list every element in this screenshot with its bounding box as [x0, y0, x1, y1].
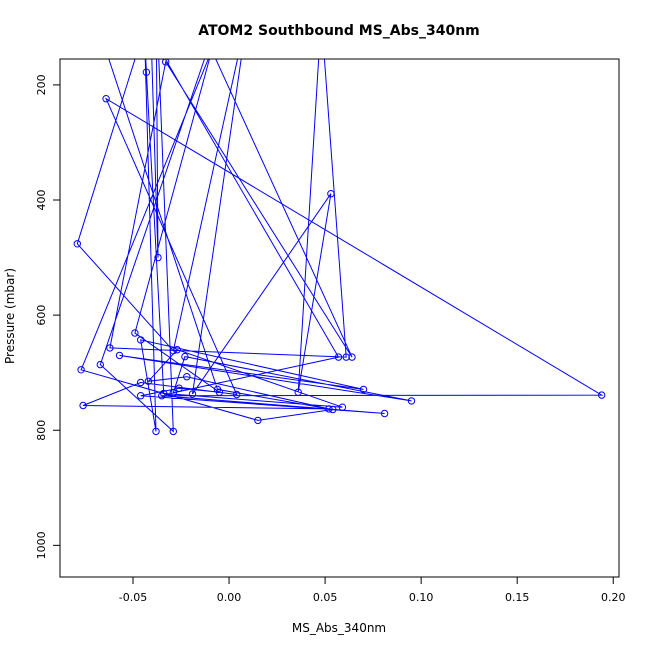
data-point [161, 59, 166, 60]
y-tick-label: 800 [35, 420, 48, 441]
y-tick-label: 600 [35, 305, 48, 326]
y-tick-label: 400 [35, 190, 48, 211]
data-point [154, 253, 162, 262]
data-point [152, 427, 160, 436]
data-point [169, 389, 178, 397]
data-layer [73, 59, 606, 436]
data-point [181, 352, 189, 361]
data-point [144, 377, 153, 385]
data-point [131, 329, 139, 337]
data-point [169, 347, 178, 355]
data-point [325, 405, 333, 413]
data-point [598, 391, 606, 399]
data-point [115, 351, 124, 360]
data-point [158, 392, 166, 400]
data-point [380, 409, 389, 418]
data-point [96, 360, 105, 369]
data-point [160, 389, 168, 398]
chart-title: ATOM2 Southbound MS_Abs_340nm [198, 23, 480, 39]
data-point [359, 385, 368, 394]
y-axis-label: Pressure (mbar) [3, 268, 17, 364]
y-axis: 200 400 600 800 1000 [35, 74, 61, 559]
x-tick-label: -0.05 [119, 591, 147, 604]
data-point [233, 390, 241, 399]
series-line [76, 59, 604, 433]
data-point [334, 353, 343, 361]
data-point [329, 405, 337, 414]
data-point [294, 388, 302, 396]
data-point [213, 385, 222, 394]
data-point [142, 68, 151, 76]
y-tick-label: 200 [35, 74, 48, 95]
data-point [188, 390, 197, 398]
data-point [338, 403, 347, 411]
data-point [183, 373, 191, 381]
data-point [169, 427, 178, 436]
x-tick-label: 0.15 [505, 591, 530, 604]
data-point [106, 344, 114, 352]
data-point [102, 95, 110, 103]
data-point [73, 240, 82, 248]
data-point [327, 190, 335, 198]
x-axis-label: MS_Abs_340nm [292, 621, 386, 635]
data-point [342, 353, 350, 361]
data-point [348, 353, 356, 361]
y-tick-label: 1000 [35, 531, 48, 559]
data-point [137, 378, 145, 387]
data-point [162, 59, 170, 66]
data-point [137, 336, 145, 344]
data-point [173, 346, 181, 354]
x-tick-label: 0.00 [217, 591, 242, 604]
x-tick-label: 0.05 [313, 591, 338, 604]
data-point [407, 397, 416, 405]
x-axis: -0.05 0.00 0.05 0.10 0.15 0.20 [119, 576, 626, 604]
data-point [175, 384, 183, 392]
x-tick-label: 0.10 [409, 591, 434, 604]
data-point [77, 366, 85, 374]
data-point [254, 416, 262, 425]
data-point [137, 392, 145, 400]
x-tick-label: 0.20 [601, 591, 626, 604]
data-point [79, 401, 87, 410]
